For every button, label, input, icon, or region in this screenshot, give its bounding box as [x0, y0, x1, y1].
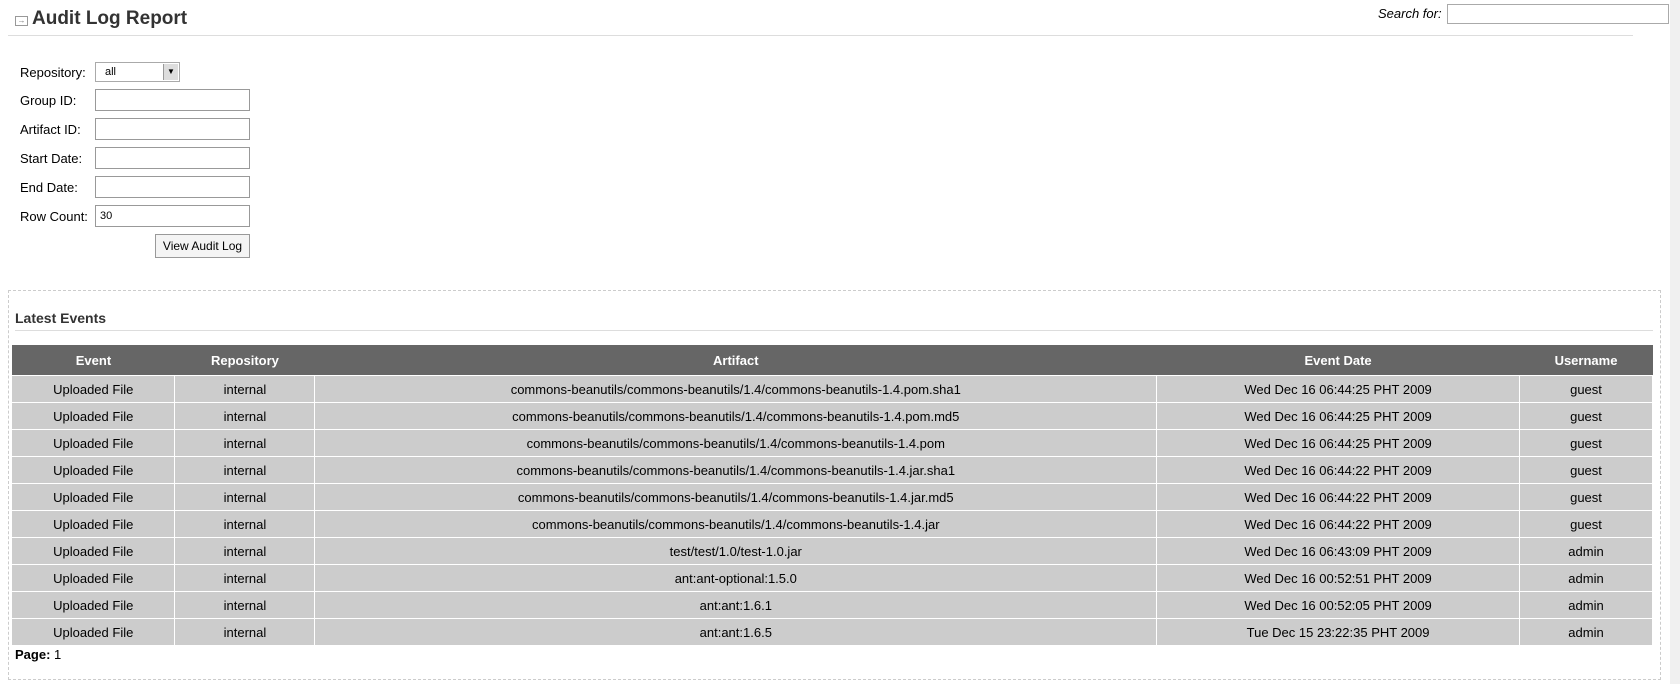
cell-repository: internal [174, 402, 316, 430]
page-number[interactable]: 1 [54, 647, 62, 662]
cell-artifact: commons-beanutils/commons-beanutils/1.4/… [314, 483, 1158, 511]
cell-repository: internal [174, 564, 316, 592]
cell-event: Uploaded File [12, 618, 176, 646]
cell-event-date: Tue Dec 15 23:22:35 PHT 2009 [1156, 618, 1521, 646]
search-label: Search for: [1378, 6, 1442, 21]
cell-event-date: Wed Dec 16 00:52:51 PHT 2009 [1156, 564, 1521, 592]
collapse-icon[interactable]: → [15, 16, 28, 26]
page-title: → Audit Log Report [15, 8, 187, 30]
table-row: Uploaded File internal test/test/1.0/test-… [12, 537, 1653, 565]
cell-username: admin [1519, 591, 1653, 619]
row-count-input[interactable] [95, 205, 250, 227]
end-date-label: End Date: [20, 180, 78, 195]
scrollbar[interactable] [1670, 0, 1680, 684]
column-header-username[interactable]: Username [1519, 345, 1653, 376]
column-header-artifact[interactable]: Artifact [314, 345, 1157, 376]
cell-event: Uploaded File [12, 429, 176, 457]
view-audit-log-button[interactable]: View Audit Log [155, 234, 250, 258]
cell-artifact: ant:ant-optional:1.5.0 [314, 564, 1158, 592]
cell-event-date: Wed Dec 16 06:44:22 PHT 2009 [1156, 483, 1521, 511]
events-table: Event Repository Artifact Event Date Use… [12, 345, 1653, 646]
column-header-repository[interactable]: Repository [174, 345, 315, 376]
table-row: Uploaded File internal commons-beanutils/c… [12, 483, 1653, 511]
table-header-row: Event Repository Artifact Event Date Use… [12, 345, 1653, 376]
cell-event-date: Wed Dec 16 06:44:22 PHT 2009 [1156, 510, 1521, 538]
cell-event: Uploaded File [12, 375, 176, 403]
cell-username: admin [1519, 537, 1653, 565]
column-header-event-date[interactable]: Event Date [1156, 345, 1520, 376]
cell-artifact: ant:ant:1.6.1 [314, 591, 1158, 619]
cell-repository: internal [174, 510, 316, 538]
cell-event: Uploaded File [12, 483, 176, 511]
cell-artifact: commons-beanutils/commons-beanutils/1.4/… [314, 456, 1158, 484]
end-date-input[interactable] [95, 176, 250, 198]
cell-username: guest [1519, 402, 1653, 430]
row-count-label: Row Count: [20, 209, 88, 224]
cell-event-date: Wed Dec 16 06:44:25 PHT 2009 [1156, 402, 1521, 430]
cell-event: Uploaded File [12, 537, 176, 565]
cell-artifact: commons-beanutils/commons-beanutils/1.4/… [314, 510, 1158, 538]
cell-artifact: test/test/1.0/test-1.0.jar [314, 537, 1158, 565]
group-id-label: Group ID: [20, 93, 77, 108]
page-label: Page: [15, 647, 51, 662]
cell-repository: internal [174, 537, 316, 565]
table-row: Uploaded File internal ant:ant:1.6.1 Wed De… [12, 591, 1653, 619]
divider [8, 35, 1633, 36]
search-input[interactable] [1447, 4, 1669, 24]
cell-event: Uploaded File [12, 564, 176, 592]
chevron-down-icon: ▼ [163, 64, 178, 80]
artifact-id-label: Artifact ID: [20, 122, 81, 137]
cell-repository: internal [174, 591, 316, 619]
repository-label: Repository: [20, 65, 86, 80]
cell-artifact: commons-beanutils/commons-beanutils/1.4/… [314, 402, 1158, 430]
cell-artifact: ant:ant:1.6.5 [314, 618, 1158, 646]
group-id-input[interactable] [95, 89, 250, 111]
page-title-text: Audit Log Report [32, 8, 188, 29]
table-row: Uploaded File internal commons-beanutils/c… [12, 429, 1653, 457]
table-row: Uploaded File internal commons-beanutils/c… [12, 456, 1653, 484]
cell-event: Uploaded File [12, 591, 176, 619]
cell-username: guest [1519, 375, 1653, 403]
cell-username: guest [1519, 483, 1653, 511]
cell-artifact: commons-beanutils/commons-beanutils/1.4/… [314, 375, 1158, 403]
cell-username: guest [1519, 456, 1653, 484]
artifact-id-input[interactable] [95, 118, 250, 140]
cell-artifact: commons-beanutils/commons-beanutils/1.4/… [314, 429, 1158, 457]
cell-repository: internal [174, 618, 316, 646]
cell-username: admin [1519, 618, 1653, 646]
cell-event-date: Wed Dec 16 06:43:09 PHT 2009 [1156, 537, 1521, 565]
divider [15, 330, 1653, 331]
cell-event: Uploaded File [12, 456, 176, 484]
cell-repository: internal [174, 375, 316, 403]
table-row: Uploaded File internal commons-beanutils/c… [12, 375, 1653, 403]
cell-repository: internal [174, 429, 316, 457]
start-date-label: Start Date: [20, 151, 83, 166]
repository-value: all [105, 66, 117, 78]
repository-select[interactable]: all ▼ [95, 62, 180, 82]
table-row: Uploaded File internal ant:ant-optional:1.… [12, 564, 1653, 592]
cell-event: Uploaded File [12, 402, 176, 430]
column-header-event[interactable]: Event [12, 345, 175, 376]
pagination: Page: 1 [15, 647, 61, 662]
latest-events-panel [8, 290, 1661, 680]
cell-username: admin [1519, 564, 1653, 592]
start-date-input[interactable] [95, 147, 250, 169]
cell-event-date: Wed Dec 16 00:52:05 PHT 2009 [1156, 591, 1521, 619]
cell-event-date: Wed Dec 16 06:44:22 PHT 2009 [1156, 456, 1521, 484]
table-row: Uploaded File internal commons-beanutils/c… [12, 402, 1653, 430]
cell-event: Uploaded File [12, 510, 176, 538]
cell-event-date: Wed Dec 16 06:44:25 PHT 2009 [1156, 375, 1521, 403]
table-row: Uploaded File internal commons-beanutils/c… [12, 510, 1653, 538]
cell-event-date: Wed Dec 16 06:44:25 PHT 2009 [1156, 429, 1521, 457]
cell-username: guest [1519, 429, 1653, 457]
cell-username: guest [1519, 510, 1653, 538]
cell-repository: internal [174, 483, 316, 511]
latest-events-heading: Latest Events [15, 310, 107, 326]
cell-repository: internal [174, 456, 316, 484]
table-row: Uploaded File internal ant:ant:1.6.5 Tue De… [12, 618, 1653, 646]
